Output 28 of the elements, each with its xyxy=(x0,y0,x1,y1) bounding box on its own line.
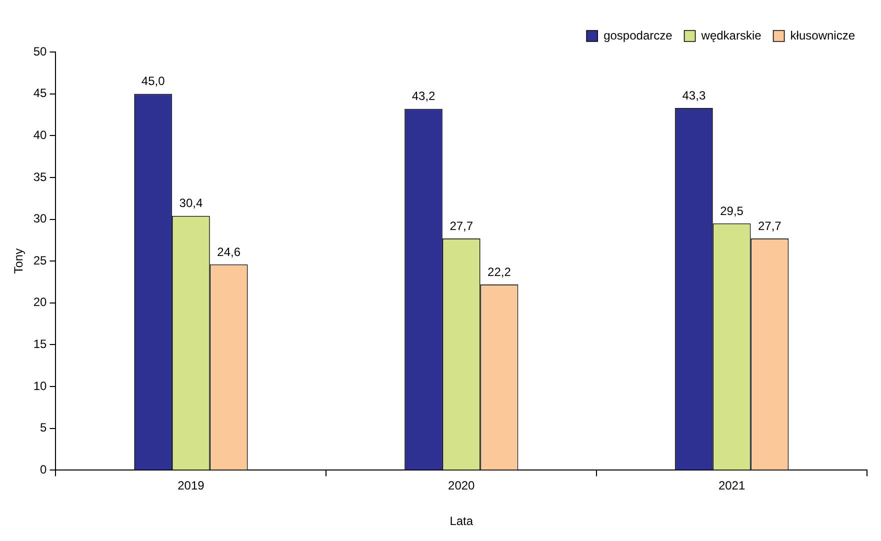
data-label: 24,6 xyxy=(217,244,241,259)
data-label: 43,2 xyxy=(412,89,436,104)
data-label: 29,5 xyxy=(720,204,744,218)
y-tick-label: 30 xyxy=(33,212,48,226)
x-axis-title: Lata xyxy=(450,514,474,528)
x-tick-label: 2020 xyxy=(448,478,476,493)
y-tick-label: 50 xyxy=(33,44,48,58)
legend-label: kłusownicze xyxy=(790,28,856,42)
data-label: 22,2 xyxy=(488,264,512,279)
data-label: 45,0 xyxy=(141,74,166,88)
y-tick-label: 5 xyxy=(40,420,48,435)
y-tick-label: 20 xyxy=(33,295,48,310)
y-tick-label: 40 xyxy=(33,128,48,142)
y-tick-label: 10 xyxy=(33,378,48,393)
y-tick-label: 25 xyxy=(33,253,48,268)
legend-label: gospodarcze xyxy=(604,28,673,42)
y-tick-label: 0 xyxy=(40,462,48,477)
data-label: 43,3 xyxy=(682,88,706,102)
data-label: 27,7 xyxy=(450,218,474,233)
legend-label: wędkarskie xyxy=(700,28,762,42)
y-tick-label: 35 xyxy=(33,170,48,184)
x-tick-label: 2021 xyxy=(718,478,746,493)
data-label: 27,7 xyxy=(758,218,782,233)
y-tick-label: 45 xyxy=(33,86,48,100)
y-axis-title: Tony xyxy=(12,248,26,274)
x-tick-label: 2019 xyxy=(178,478,205,493)
y-tick-label: 15 xyxy=(33,337,48,352)
data-label: 30,4 xyxy=(179,196,203,210)
